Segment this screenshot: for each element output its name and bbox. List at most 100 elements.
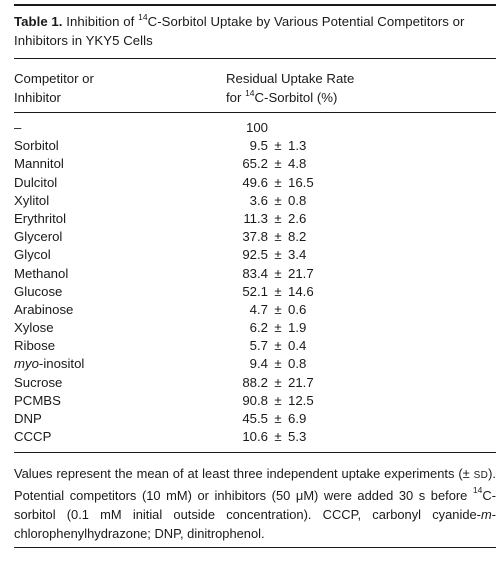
header-col2-line2: for 14C-Sorbitol (%) <box>226 88 496 107</box>
row-competitor: Sucrose <box>14 374 63 390</box>
row-competitor: Sorbitol <box>14 138 59 154</box>
row-uptake: 37.8 ±8.2 <box>226 228 496 246</box>
caption-superscript: 14 <box>138 11 148 22</box>
footnote-part2: ). Potential competitors (10 mM) or inhi… <box>14 466 496 503</box>
row-pm: ± <box>274 301 282 317</box>
row-value: 45.5 <box>242 411 268 426</box>
row-value: 49.6 <box>242 174 268 190</box>
row-competitor: Arabinose <box>14 301 74 317</box>
row-value: 9.5 <box>249 138 268 154</box>
table-row: Arabinose 4.7 ±0.6 <box>14 301 496 319</box>
row-uptake: 52.1 ±14.6 <box>226 283 496 301</box>
bottom-rule <box>14 546 496 548</box>
row-pm: ± <box>274 192 282 208</box>
footnote-part4: -chlorophenylhydrazone; DNP, dinitrophen… <box>14 506 496 542</box>
row-competitor: Glycol <box>14 247 51 263</box>
row-competitor: Glucose <box>14 283 63 299</box>
table-header: Competitor or Inhibitor Residual Uptake … <box>14 59 496 112</box>
table-caption: Table 1. Inhibition of 14C-Sorbitol Upta… <box>14 12 496 50</box>
row-error: 21.7 <box>288 374 314 390</box>
row-value: 37.8 <box>242 229 268 245</box>
header-rule <box>14 112 496 113</box>
top-rule <box>14 4 496 6</box>
row-pm: ± <box>274 247 282 263</box>
data-table: Table 1. Inhibition of 14C-Sorbitol Upta… <box>14 4 496 548</box>
row-error: 6.9 <box>288 411 307 426</box>
row-error: 8.2 <box>288 229 307 245</box>
row-uptake: 88.2 ±21.7 <box>226 374 496 392</box>
row-uptake: 45.5 ±6.9 <box>226 410 496 428</box>
row-competitor: PCMBS <box>14 392 61 408</box>
row-error: 0.4 <box>288 338 307 354</box>
row-uptake: 49.6 ±16.5 <box>226 174 496 192</box>
row-error: 1.9 <box>288 320 307 336</box>
row-pm: ± <box>274 265 282 281</box>
caption-title-pre: Inhibition of <box>62 14 139 29</box>
row-uptake: 6.2 ±1.9 <box>226 319 496 337</box>
row-pm: ± <box>274 374 282 390</box>
table-footnote: Values represent the mean of at least th… <box>14 453 496 546</box>
footnote-part1: Values represent the mean of at least th… <box>14 466 474 482</box>
row-pm: ± <box>274 392 282 408</box>
body-rule <box>14 452 496 454</box>
header-col-uptake: Residual Uptake Rate for 14C-Sorbitol (%… <box>226 69 496 107</box>
row-pm: ± <box>274 320 282 336</box>
footnote-superscript: 14 <box>472 485 483 496</box>
row-value: 6.2 <box>249 320 268 336</box>
header-col1-line1: Competitor or <box>14 71 94 86</box>
row-competitor: Xylitol <box>14 192 50 208</box>
table-row: Glycerol 37.8 ±8.2 <box>14 228 496 246</box>
footnote-sd: SD <box>473 470 489 482</box>
row-value: 10.6 <box>242 429 268 445</box>
row-error: 1.3 <box>288 138 307 154</box>
row-error: 21.7 <box>288 265 314 281</box>
header-col2-line1: Residual Uptake Rate <box>226 71 355 86</box>
row-uptake: 5.7 ±0.4 <box>226 337 496 355</box>
row-competitor: myo-inositol <box>14 356 85 372</box>
row-pm: ± <box>274 356 282 372</box>
row-competitor: Ribose <box>14 338 56 354</box>
row-error: 5.3 <box>288 429 307 445</box>
table-row: PCMBS 90.8 ±12.5 <box>14 392 496 410</box>
footnote-part3: C-sorbitol (0.1 mM initial outside conce… <box>14 487 496 522</box>
table-row: Mannitol 65.2 ±4.8 <box>14 155 496 173</box>
row-competitor: Glycerol <box>14 229 63 245</box>
row-uptake: 3.6 ±0.8 <box>226 192 496 210</box>
row-competitor: Erythritol <box>14 210 67 226</box>
row-uptake: 9.5 ±1.3 <box>226 137 496 155</box>
table-row: Xylose 6.2 ±1.9 <box>14 319 496 337</box>
table-row: Methanol 83.4 ±21.7 <box>14 265 496 283</box>
caption-rule <box>14 58 496 59</box>
table-row: Sorbitol 9.5 ±1.3 <box>14 137 496 155</box>
row-pm: ± <box>274 174 282 190</box>
header-superscript: 14 <box>245 87 255 98</box>
footnote-italic: m <box>480 506 492 522</box>
table-row: Sucrose 88.2 ±21.7 <box>14 374 496 392</box>
row-error: 3.4 <box>288 247 307 263</box>
row-value: 9.4 <box>249 356 268 372</box>
header-col1-line2: Inhibitor <box>14 90 61 105</box>
row-pm: ± <box>274 138 282 154</box>
row-competitor: Xylose <box>14 320 54 336</box>
row-value: 11.3 <box>243 210 268 226</box>
header-col-competitor: Competitor or Inhibitor <box>14 69 226 107</box>
table-row: Dulcitol 49.6 ±16.5 <box>14 174 496 192</box>
row-uptake: 90.8 ±12.5 <box>226 392 496 410</box>
table-label: Table 1. <box>14 14 63 29</box>
row-uptake: 10.6 ±5.3 <box>226 428 496 446</box>
row-value: 65.2 <box>242 156 268 172</box>
table-row: Erythritol 11.3 ±2.6 <box>14 210 496 228</box>
row-uptake: 100 <box>226 119 496 137</box>
row-pm: ± <box>274 283 282 299</box>
row-competitor: Mannitol <box>14 156 64 172</box>
caption-title-post: C-Sorbitol Uptake by Various Potential C… <box>14 14 465 48</box>
row-value: 83.4 <box>242 265 268 281</box>
table-row: – 100 <box>14 119 496 137</box>
row-uptake: 11.3 ±2.6 <box>226 210 496 228</box>
header-col2-pre: for <box>226 90 246 105</box>
row-error: 12.5 <box>288 392 314 408</box>
row-uptake: 9.4 ±0.8 <box>226 355 496 373</box>
table-row: myo-inositol 9.4 ±0.8 <box>14 355 496 373</box>
table-row: Xylitol 3.6 ±0.8 <box>14 192 496 210</box>
row-pm: ± <box>274 411 282 426</box>
